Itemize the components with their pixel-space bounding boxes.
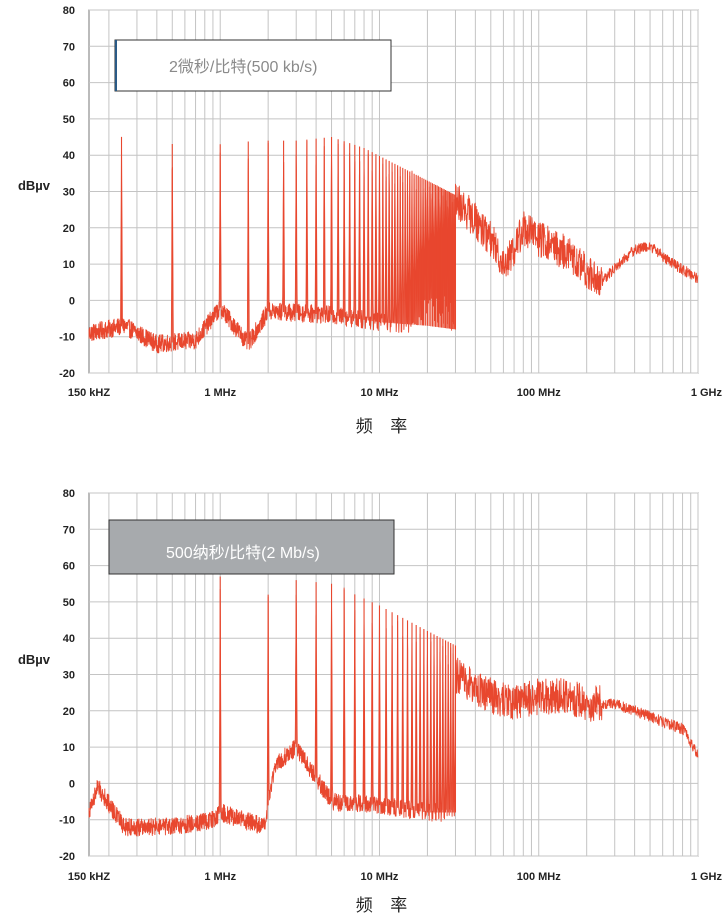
x-axis-title: 频 率 [356, 417, 413, 437]
y-tick-label: -10 [59, 332, 75, 344]
y-axis-title: dBµv [18, 652, 51, 667]
y-tick-label: 20 [63, 706, 75, 718]
y-tick-label: 60 [63, 78, 75, 90]
x-tick-label: 100 MHz [517, 387, 562, 399]
chart-2: 80 70 60 50 40 30 20 10 0 -10 -20 150 kHZ 1 MHz 10 MH… [18, 488, 723, 916]
x-tick-label: 1 MHz [204, 387, 236, 399]
spectrum-trace [88, 587, 699, 837]
y-tick-label: -10 [59, 815, 75, 827]
y-tick-label: 70 [63, 524, 75, 536]
y-tick-label: 40 [63, 633, 75, 645]
y-tick-label: 60 [63, 561, 75, 573]
y-axis-title: dBµv [18, 178, 51, 193]
y-tick-label: 0 [69, 295, 75, 307]
x-tick-label: 10 MHz [361, 387, 399, 399]
annotation-text: 2微秒/比特(500 kb/s) [169, 58, 318, 76]
x-tick-label: 150 kHZ [68, 871, 110, 883]
x-tick-label: 10 MHz [361, 871, 399, 883]
y-tick-label: 70 [63, 41, 75, 53]
spectrum-trace [88, 136, 699, 354]
y-tick-label: 80 [63, 488, 75, 500]
spur-marks [219, 576, 457, 813]
y-tick-label: 10 [63, 742, 75, 754]
y-tick-label: 80 [63, 5, 75, 17]
x-tick-label: 150 kHZ [68, 387, 110, 399]
spur-marks [120, 137, 457, 344]
annotation-text: 500纳秒/比特(2 Mb/s) [166, 544, 320, 562]
y-tick-label: 30 [63, 187, 75, 199]
y-tick-label: 40 [63, 150, 75, 162]
y-tick-label: -20 [59, 851, 75, 863]
chart-1: 80 70 60 50 40 30 20 10 0 -10 -20 150 kHZ 1 MHz 10 MH… [18, 5, 723, 437]
annotation-box [114, 39, 392, 92]
y-tick-label: -20 [59, 368, 75, 380]
x-axis-title: 频 率 [356, 896, 413, 916]
y-tick-label: 0 [69, 778, 75, 790]
annotation-box [108, 519, 395, 575]
x-tick-label: 100 MHz [517, 871, 562, 883]
x-tick-label: 1 GHz [691, 387, 723, 399]
y-tick-label: 20 [63, 223, 75, 235]
x-tick-label: 1 GHz [691, 871, 723, 883]
y-tick-label: 30 [63, 670, 75, 682]
y-tick-label: 50 [63, 114, 75, 126]
y-tick-label: 50 [63, 597, 75, 609]
x-tick-label: 1 MHz [204, 871, 236, 883]
y-tick-label: 10 [63, 259, 75, 271]
